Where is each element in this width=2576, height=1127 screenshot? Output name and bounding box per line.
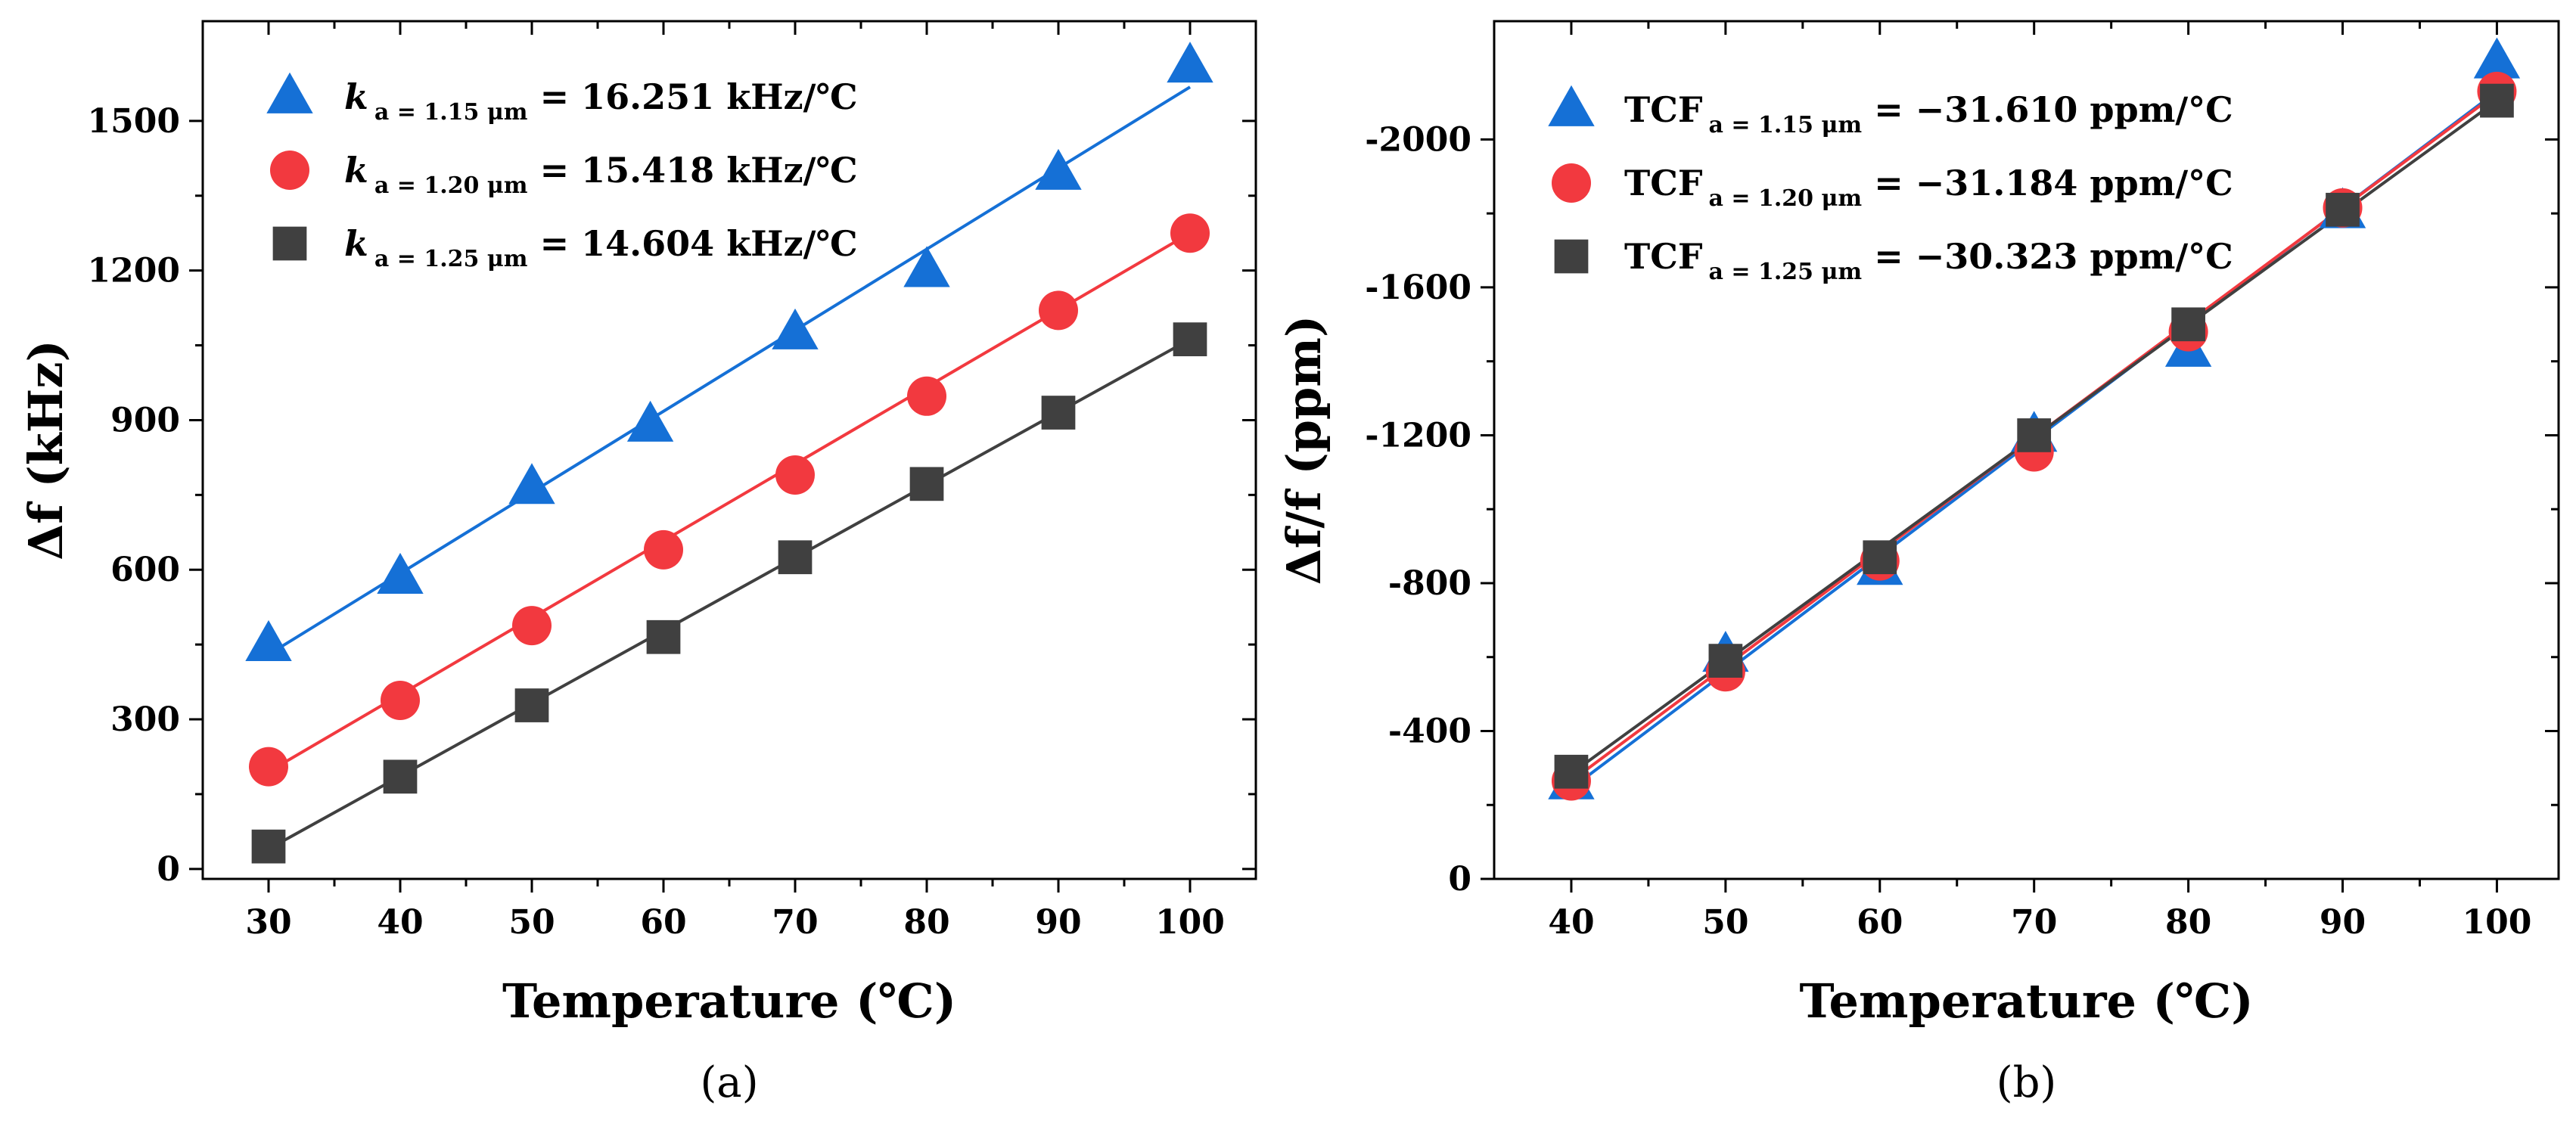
data-point-series-0 xyxy=(377,552,424,594)
y-tick-label: -1200 xyxy=(1365,416,1471,455)
data-point-series-1 xyxy=(644,529,683,570)
y-tick-label: -400 xyxy=(1388,712,1471,750)
data-point-series-1 xyxy=(907,376,946,416)
x-tick-label: 100 xyxy=(2463,903,2532,942)
data-point-series-2 xyxy=(1554,754,1589,789)
x-tick-label: 70 xyxy=(772,903,818,942)
data-point-series-0 xyxy=(245,619,292,661)
x-tick-label: 60 xyxy=(1857,903,1903,942)
x-tick-label: 50 xyxy=(508,903,555,942)
legend-marker-2 xyxy=(1554,239,1589,274)
data-point-series-1 xyxy=(381,680,420,720)
data-point-series-2 xyxy=(646,619,681,654)
x-tick-label: 40 xyxy=(377,903,423,942)
fit-line-series-1 xyxy=(267,231,1192,773)
x-tick-label: 90 xyxy=(1035,903,1081,942)
x-tick-label: 70 xyxy=(2011,903,2057,942)
y-tick-label: -1600 xyxy=(1365,269,1471,307)
data-point-series-2 xyxy=(778,540,813,575)
y-tick-label: 0 xyxy=(1448,860,1471,899)
fit-line-series-0 xyxy=(267,85,1192,657)
fit-line-series-2 xyxy=(268,337,1191,851)
data-point-series-1 xyxy=(1170,213,1210,253)
legend-entry-1: TCF a = 1.20 μm = −31.184 ppm/°C xyxy=(1624,163,2233,212)
data-point-series-2 xyxy=(1173,322,1207,356)
x-tick-label: 80 xyxy=(903,903,949,942)
panel-label: (b) xyxy=(1996,1058,2057,1107)
x-tick-label: 80 xyxy=(2165,903,2211,942)
data-point-series-2 xyxy=(2171,307,2205,342)
y-tick-label: -2000 xyxy=(1365,120,1471,159)
legend-marker-1 xyxy=(1552,163,1591,203)
legend-marker-0 xyxy=(266,72,313,113)
x-tick-label: 40 xyxy=(1548,903,1594,942)
data-point-series-2 xyxy=(1708,644,1743,678)
data-point-series-2 xyxy=(2480,83,2514,118)
x-tick-label: 60 xyxy=(640,903,686,942)
data-point-series-0 xyxy=(1167,42,1213,83)
data-point-series-2 xyxy=(2017,418,2052,452)
x-axis-title: Temperature (℃) xyxy=(502,973,956,1029)
legend-entry-0: TCF a = 1.15 μm = −31.610 ppm/°C xyxy=(1624,89,2233,138)
data-point-series-1 xyxy=(512,606,552,646)
x-axis-title: Temperature (℃) xyxy=(1799,973,2253,1029)
x-tick-label: 30 xyxy=(245,903,291,942)
legend: TCF a = 1.15 μm = −31.610 ppm/°C TCF a = 1.… xyxy=(1548,85,2233,285)
panel-label: (a) xyxy=(700,1058,758,1107)
data-point-series-2 xyxy=(251,829,286,864)
chart-panel-a: 30 40 50 60 70 80 90 100 0 300 600 900 1200 1500 Tempe… xyxy=(18,20,1257,1107)
data-point-series-0 xyxy=(508,463,555,505)
data-point-series-2 xyxy=(1041,396,1076,430)
data-point-series-1 xyxy=(249,747,288,787)
y-tick-label: 300 xyxy=(110,700,180,739)
y-axis-title: Δf/f (ppm) xyxy=(1276,315,1332,585)
data-point-series-1 xyxy=(1039,290,1078,331)
y-tick-label: 1200 xyxy=(88,252,180,290)
y-tick-label: 1500 xyxy=(88,102,180,141)
x-tick-label: 50 xyxy=(1702,903,1748,942)
y-tick-label: -800 xyxy=(1388,564,1471,603)
data-point-series-0 xyxy=(772,308,819,349)
legend-marker-1 xyxy=(270,151,309,190)
data-point-series-1 xyxy=(775,455,815,495)
y-tick-label: 0 xyxy=(157,850,180,889)
data-point-series-2 xyxy=(514,688,549,722)
data-point-series-0 xyxy=(2473,37,2521,79)
chart-panel-b: 40 50 60 70 80 90 100 0 -400 -800 -1200 -1600 -2000 T… xyxy=(1276,20,2560,1107)
data-point-series-0 xyxy=(1035,148,1082,190)
legend-marker-2 xyxy=(272,226,307,261)
legend-marker-0 xyxy=(1548,85,1595,126)
data-point-series-0 xyxy=(626,400,674,442)
legend-entry-2: TCF a = 1.25 μm = −30.323 ppm/°C xyxy=(1624,236,2233,285)
data-point-series-2 xyxy=(1863,540,1897,575)
data-point-series-2 xyxy=(383,759,418,794)
data-point-series-2 xyxy=(2326,192,2360,227)
y-axis-title: Δf (kHz) xyxy=(18,340,73,560)
x-tick-label: 90 xyxy=(2320,903,2366,942)
y-tick-label: 600 xyxy=(110,551,180,589)
y-tick-label: 900 xyxy=(110,401,180,439)
plot-frame xyxy=(1493,20,2560,880)
data-point-series-0 xyxy=(903,246,950,287)
x-tick-label: 100 xyxy=(1155,903,1225,942)
data-point-series-2 xyxy=(909,467,944,501)
